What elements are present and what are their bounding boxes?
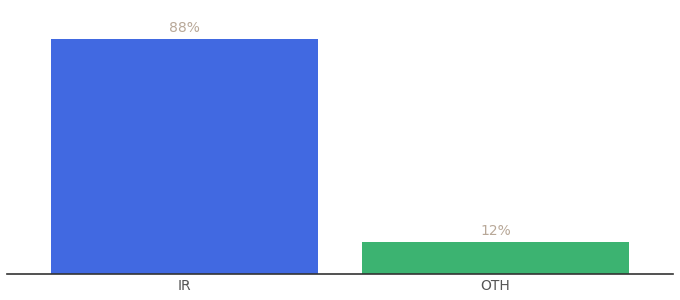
Text: 88%: 88% [169, 21, 200, 35]
Bar [362, 242, 628, 274]
Text: 12%: 12% [480, 224, 511, 238]
Bar [52, 39, 318, 274]
